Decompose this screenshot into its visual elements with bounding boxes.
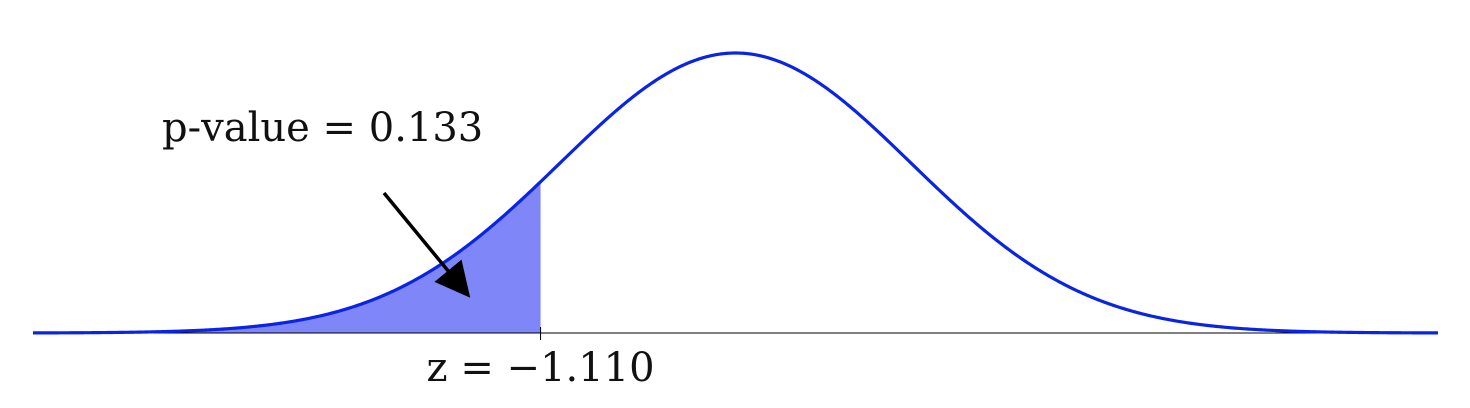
p-value-shaded-area	[33, 181, 541, 333]
normal-curve	[32, 51, 1439, 335]
z-tick-label: z = −1.110	[427, 345, 655, 391]
p-value-annotation: p-value = 0.133	[162, 105, 483, 151]
annotation-arrow	[382, 191, 471, 298]
